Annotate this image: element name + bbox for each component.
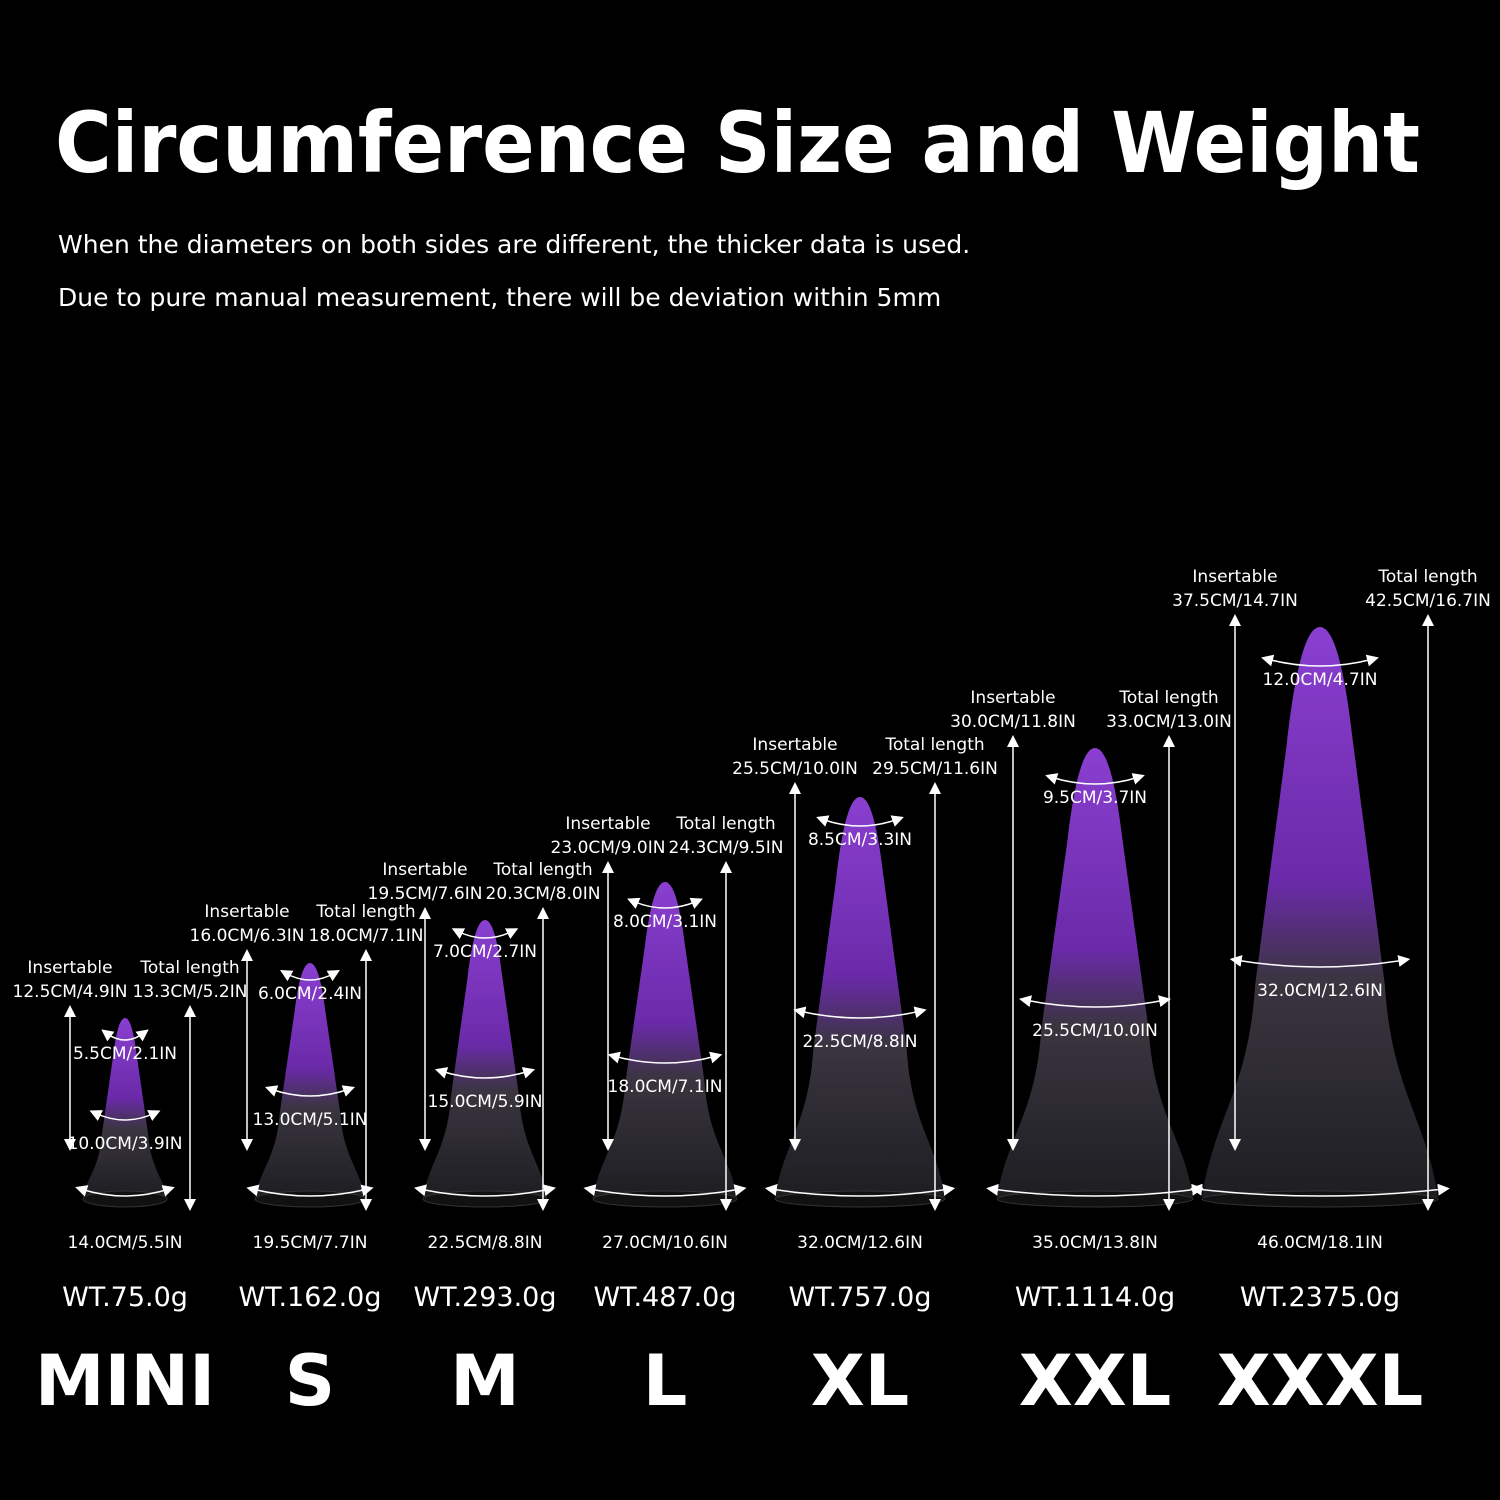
weight: WT.293.0g xyxy=(413,1282,556,1313)
top-circ-arrow xyxy=(1261,654,1379,667)
size-label: S xyxy=(285,1340,335,1422)
mid-circ-arrow xyxy=(1019,995,1171,1008)
size-label: XXL xyxy=(1019,1340,1172,1422)
total-value: 13.3CM/5.2IN xyxy=(133,982,248,1002)
note: When the diameters on both sides are dif… xyxy=(58,230,970,259)
base-circ-arrow xyxy=(246,1184,374,1197)
insertable-label: Insertable xyxy=(752,735,837,755)
top-circ-arrow xyxy=(816,815,904,827)
mid-circ-arrow xyxy=(793,1006,927,1019)
insertable-value: 19.5CM/7.6IN xyxy=(368,884,483,904)
weight: WT.75.0g xyxy=(62,1282,188,1313)
total-value: 20.3CM/8.0IN xyxy=(486,884,601,904)
base-circ: 22.5CM/8.8IN xyxy=(428,1233,543,1253)
weight: WT.757.0g xyxy=(788,1282,931,1313)
total-label: Total length xyxy=(492,860,592,880)
base-circ: 19.5CM/7.7IN xyxy=(253,1233,368,1253)
mid-circ-arrow xyxy=(607,1051,723,1064)
weight: WT.487.0g xyxy=(593,1282,736,1313)
mid-circ: 18.0CM/7.1IN xyxy=(608,1077,723,1097)
total-label: Total length xyxy=(884,735,984,755)
note: Due to pure manual measurement, there wi… xyxy=(58,283,941,312)
total-value: 29.5CM/11.6IN xyxy=(872,759,998,779)
insertable-value: 12.5CM/4.9IN xyxy=(13,982,128,1002)
base-circ-arrow xyxy=(764,1184,956,1197)
insertable-label: Insertable xyxy=(970,688,1055,708)
total-value: 33.0CM/13.0IN xyxy=(1106,712,1232,732)
total-label: Total length xyxy=(1118,688,1218,708)
size-label: XL xyxy=(811,1340,910,1422)
insertable-value: 16.0CM/6.3IN xyxy=(190,926,305,946)
insertable-label: Insertable xyxy=(382,860,467,880)
size-label: XXXL xyxy=(1217,1340,1424,1422)
mid-circ: 25.5CM/10.0IN xyxy=(1032,1021,1158,1041)
total-label: Total length xyxy=(139,958,239,978)
base-circ-arrow xyxy=(414,1184,556,1197)
top-circ: 12.0CM/4.7IN xyxy=(1263,670,1378,690)
top-circ-arrow xyxy=(280,970,340,982)
title: Circumference Size and Weight xyxy=(55,94,1420,192)
insertable-value: 30.0CM/11.8IN xyxy=(950,712,1076,732)
top-circ: 6.0CM/2.4IN xyxy=(258,984,362,1004)
size-label: L xyxy=(643,1340,688,1422)
top-circ: 9.5CM/3.7IN xyxy=(1043,788,1147,808)
base-circ: 35.0CM/13.8IN xyxy=(1032,1233,1158,1253)
insertable-value: 37.5CM/14.7IN xyxy=(1172,591,1298,611)
mid-circ-arrow xyxy=(265,1085,355,1097)
base-circ: 46.0CM/18.1IN xyxy=(1257,1233,1383,1253)
top-circ: 8.5CM/3.3IN xyxy=(808,830,912,850)
product-shape xyxy=(775,797,945,1197)
mid-circ: 15.0CM/5.9IN xyxy=(428,1092,543,1112)
base-circ: 27.0CM/10.6IN xyxy=(602,1233,728,1253)
product-shape xyxy=(423,920,547,1197)
top-circ: 5.5CM/2.1IN xyxy=(73,1044,177,1064)
base-circ: 14.0CM/5.5IN xyxy=(68,1233,183,1253)
mid-circ: 32.0CM/12.6IN xyxy=(1257,981,1383,1001)
mid-circ-arrow xyxy=(89,1110,161,1121)
product-shape xyxy=(83,1018,167,1197)
top-circ-arrow xyxy=(627,897,703,909)
base-circ: 32.0CM/12.6IN xyxy=(797,1233,923,1253)
product-shape xyxy=(1202,627,1438,1197)
base-circ-arrow xyxy=(1190,1183,1450,1197)
mid-circ: 13.0CM/5.1IN xyxy=(253,1110,368,1130)
mid-circ: 22.5CM/8.8IN xyxy=(803,1032,918,1052)
mid-circ-arrow xyxy=(1229,955,1411,968)
insertable-value: 23.0CM/9.0IN xyxy=(551,838,666,858)
total-value: 42.5CM/16.7IN xyxy=(1365,591,1491,611)
weight: WT.2375.0g xyxy=(1240,1282,1400,1313)
total-label: Total length xyxy=(315,902,415,922)
total-value: 18.0CM/7.1IN xyxy=(309,926,424,946)
size-label: M xyxy=(450,1340,520,1422)
insertable-label: Insertable xyxy=(27,958,112,978)
base-circ-arrow xyxy=(75,1185,175,1197)
weight: WT.1114.0g xyxy=(1015,1282,1175,1313)
insertable-value: 25.5CM/10.0IN xyxy=(732,759,858,779)
product-shape xyxy=(255,963,365,1197)
size-label: MINI xyxy=(35,1340,215,1422)
total-label: Total length xyxy=(675,814,775,834)
product-shape xyxy=(593,882,737,1197)
insertable-label: Insertable xyxy=(1192,567,1277,587)
top-circ: 8.0CM/3.1IN xyxy=(613,912,717,932)
top-circ: 7.0CM/2.7IN xyxy=(433,942,537,962)
product-shape xyxy=(997,748,1193,1197)
top-circ-arrow xyxy=(101,1029,149,1042)
mid-circ: 10.0CM/3.9IN xyxy=(68,1134,183,1154)
mid-circ-arrow xyxy=(434,1067,536,1079)
base-circ-arrow xyxy=(986,1183,1204,1197)
weight: WT.162.0g xyxy=(238,1282,381,1313)
total-value: 24.3CM/9.5IN xyxy=(669,838,784,858)
total-label: Total length xyxy=(1377,567,1477,587)
insertable-label: Insertable xyxy=(204,902,289,922)
top-circ-arrow xyxy=(451,928,519,940)
base-circ-arrow xyxy=(583,1184,747,1197)
insertable-label: Insertable xyxy=(565,814,650,834)
top-circ-arrow xyxy=(1045,773,1145,785)
